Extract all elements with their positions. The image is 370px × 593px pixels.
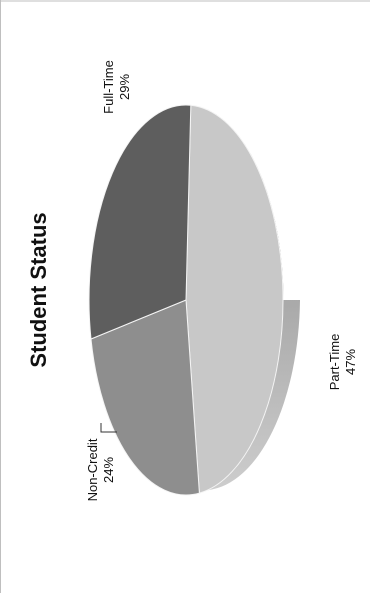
chart-title: Student Status xyxy=(26,212,51,367)
leader-line-non-credit xyxy=(100,423,117,433)
label-non-credit-pct: 24% xyxy=(101,457,116,483)
pie-slices xyxy=(88,104,284,496)
label-full-time: Full-Time xyxy=(101,60,116,114)
label-part-time-group: Part-Time 47% xyxy=(327,334,358,391)
pie-slice-full-time xyxy=(88,104,192,340)
label-full-time-group: Full-Time 29% xyxy=(101,60,132,114)
label-full-time-pct: 29% xyxy=(117,74,132,100)
pie-slice-part-time xyxy=(185,104,284,494)
label-non-credit-group: Non-Credit 24% xyxy=(85,438,116,501)
label-part-time-pct: 47% xyxy=(343,349,358,375)
pie-slice-non-credit xyxy=(90,299,200,496)
label-non-credit: Non-Credit xyxy=(85,438,100,501)
label-part-time: Part-Time xyxy=(327,334,342,391)
